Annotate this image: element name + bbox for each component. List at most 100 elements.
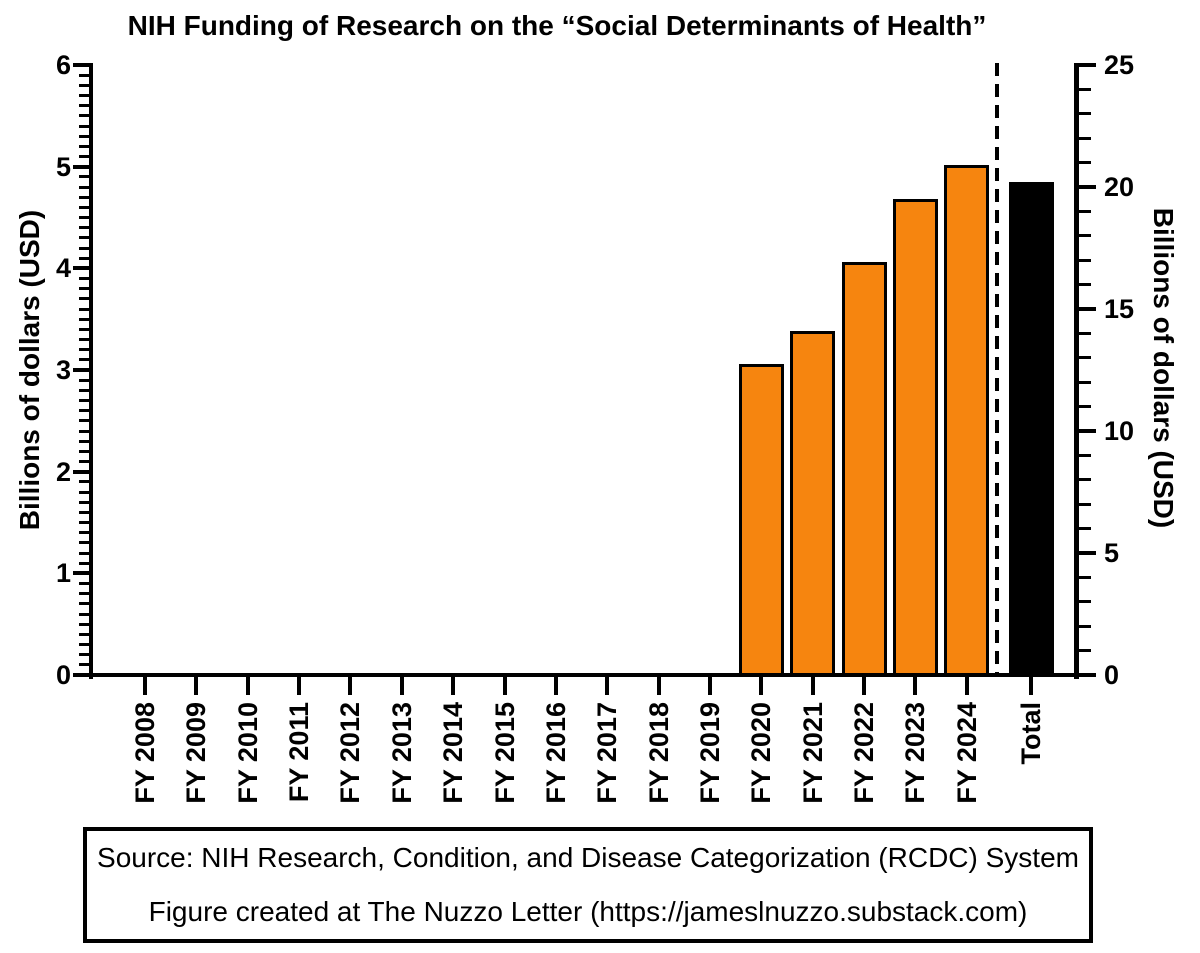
left-axis-major-tick — [73, 469, 89, 474]
left-axis-minor-tick — [79, 439, 89, 443]
x-axis-tick — [297, 677, 302, 695]
left-axis-tick-label: 6 — [55, 50, 71, 80]
x-axis-tick — [964, 677, 969, 695]
x-axis-tick — [194, 677, 199, 695]
dashed-separator-line — [995, 63, 999, 675]
right-axis-minor-tick — [1078, 527, 1091, 531]
left-axis-minor-tick — [79, 388, 89, 392]
left-axis-minor-tick — [79, 144, 89, 148]
right-axis-minor-tick — [1078, 649, 1091, 653]
right-axis-minor-tick — [1078, 380, 1091, 384]
x-axis-tick-label: Total — [1016, 702, 1046, 765]
left-axis-minor-tick — [79, 216, 89, 219]
x-axis-tick — [913, 677, 918, 695]
bar-fy-2023 — [892, 199, 938, 676]
x-axis-tick — [553, 677, 558, 695]
right-axis-major-tick — [1078, 429, 1096, 433]
left-axis-tick-label: 2 — [55, 456, 71, 487]
x-axis-tick-label: FY 2012 — [335, 702, 366, 804]
left-axis-minor-tick — [79, 500, 89, 504]
left-axis-minor-tick — [79, 256, 89, 260]
left-axis-minor-tick — [79, 622, 89, 626]
x-axis-tick-label: FY 2014 — [438, 702, 469, 804]
right-axis-minor-tick — [1078, 624, 1091, 628]
left-axis-minor-tick — [79, 317, 89, 321]
right-axis-tick-label: 25 — [1104, 50, 1135, 80]
x-axis-tick-label: FY 2015 — [489, 702, 520, 804]
right-axis-major-tick — [1078, 185, 1096, 189]
x-axis-tick — [245, 677, 250, 695]
left-axis-minor-tick — [79, 480, 89, 484]
left-axis-minor-tick — [79, 460, 89, 463]
x-axis-tick — [605, 677, 610, 695]
x-axis-tick — [810, 677, 815, 695]
left-axis-tick-label: 0 — [55, 660, 71, 690]
left-axis-line — [89, 63, 93, 679]
x-axis-tick-label: FY 2019 — [694, 702, 725, 804]
right-axis-minor-tick — [1078, 405, 1091, 409]
right-axis-minor-tick — [1078, 600, 1091, 604]
left-axis-tick-label: 1 — [55, 558, 71, 589]
source-box: Source: NIH Research, Condition, and Dis… — [83, 827, 1093, 943]
left-axis-minor-tick — [79, 378, 89, 382]
left-axis-minor-tick — [79, 561, 89, 565]
chart-title: NIH Funding of Research on the “Social D… — [127, 10, 987, 41]
left-axis-major-tick — [73, 63, 89, 67]
x-axis-tick — [656, 677, 661, 695]
right-axis-minor-tick — [1078, 478, 1091, 482]
left-axis-minor-tick — [79, 195, 89, 199]
right-axis-minor-tick — [1078, 136, 1091, 140]
left-axis-minor-tick — [79, 104, 89, 108]
left-axis-minor-tick — [79, 592, 89, 596]
bar-fy-2024 — [944, 164, 990, 676]
x-axis-tick-label: FY 2008 — [130, 702, 160, 804]
left-axis-minor-tick — [79, 226, 89, 230]
left-axis-minor-tick — [79, 307, 89, 311]
left-axis-minor-tick — [79, 602, 89, 606]
x-axis-tick-label: FY 2021 — [797, 702, 828, 804]
x-axis-tick-label: FY 2009 — [181, 702, 212, 804]
x-axis-tick-label: FY 2022 — [849, 702, 880, 804]
right-axis-minor-tick — [1078, 283, 1091, 287]
x-axis-tick-label: FY 2018 — [643, 702, 674, 804]
x-axis-tick — [707, 677, 712, 695]
x-axis-tick-label: FY 2024 — [951, 702, 982, 804]
right-axis-minor-tick — [1078, 112, 1091, 116]
x-axis-tick — [759, 677, 764, 695]
left-axis-minor-tick — [79, 83, 89, 87]
left-axis-minor-tick — [79, 663, 89, 667]
source-line-1: Source: NIH Research, Condition, and Dis… — [97, 842, 1079, 873]
right-axis-minor-tick — [1078, 356, 1091, 360]
right-axis-tick-label: 10 — [1104, 416, 1135, 446]
right-axis-minor-tick — [1078, 575, 1091, 579]
right-axis-tick-label: 20 — [1104, 172, 1135, 202]
left-axis-minor-tick — [79, 429, 89, 433]
right-axis-major-tick — [1078, 551, 1096, 555]
left-axis-minor-tick — [79, 175, 89, 179]
bar-total — [1008, 182, 1054, 676]
left-axis-major-tick — [73, 266, 89, 271]
right-axis-minor-tick — [1078, 502, 1091, 506]
left-axis-major-tick — [73, 164, 89, 169]
x-axis-tick — [143, 677, 147, 695]
right-axis-line — [1074, 63, 1079, 679]
left-axis-minor-tick — [79, 297, 89, 301]
left-axis-minor-tick — [79, 409, 89, 413]
left-axis-major-tick — [73, 673, 89, 677]
right-axis-minor-tick — [1078, 234, 1091, 238]
right-axis-minor-tick — [1078, 161, 1091, 165]
right-axis-minor-tick — [1078, 209, 1091, 213]
left-axis-minor-tick — [79, 205, 89, 209]
x-axis-tick-label: FY 2010 — [232, 702, 263, 804]
left-axis-major-tick — [73, 368, 89, 372]
left-axis-minor-tick — [79, 531, 89, 535]
right-axis-minor-tick — [1078, 331, 1091, 335]
left-axis-minor-tick — [79, 551, 89, 555]
left-axis-minor-tick — [79, 338, 89, 341]
left-axis-minor-tick — [79, 399, 89, 402]
left-axis-tick-label: 5 — [55, 151, 71, 182]
right-axis-tick-label: 15 — [1104, 294, 1135, 324]
left-axis-minor-tick — [79, 358, 89, 362]
